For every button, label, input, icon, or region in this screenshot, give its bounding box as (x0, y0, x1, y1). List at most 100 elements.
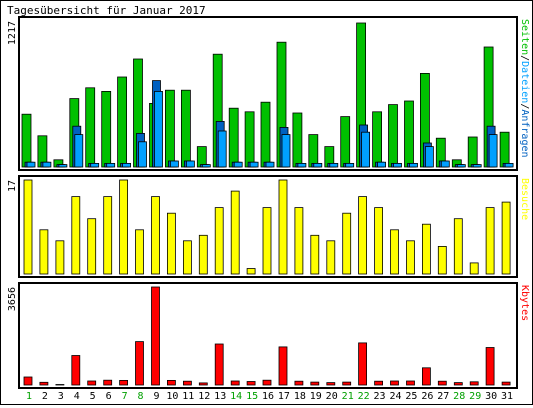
bar-besuche-day-27 (437, 245, 447, 275)
x-tick-label-day-7: 7 (122, 391, 128, 402)
bar-kbytes-day-7 (119, 379, 128, 386)
bar-dateien-day-26 (424, 146, 434, 168)
bar-kbytes-day-22 (358, 342, 368, 386)
bar-seiten-day-15 (244, 111, 255, 168)
x-tick-label-day-3: 3 (58, 391, 64, 402)
bar-dateien-day-20 (329, 162, 339, 168)
bar-kbytes-day-25 (406, 380, 415, 386)
bar-besuche-day-1 (23, 179, 33, 275)
bar-seiten-day-5 (85, 87, 96, 168)
x-tick-label-day-27: 27 (437, 391, 449, 402)
bar-besuche-day-2 (39, 229, 49, 275)
legend-item-kbytes: Kbytes (519, 285, 530, 321)
bar-dateien-day-21 (345, 162, 355, 168)
bar-kbytes-day-16 (262, 379, 272, 386)
panel-frame-kbytes (18, 282, 518, 389)
bar-dateien-day-10 (169, 160, 179, 168)
bar-dateien-day-27 (440, 160, 450, 168)
bar-seiten-day-12 (196, 146, 207, 168)
bar-dateien-day-6 (106, 162, 116, 168)
bar-besuche-day-11 (182, 240, 192, 275)
bar-kbytes-day-19 (310, 381, 320, 386)
y-max-label-kbytes: 3656 (7, 287, 18, 311)
bar-besuche-day-3 (55, 240, 65, 275)
bar-kbytes-day-20 (326, 382, 336, 386)
bar-besuche-day-13 (214, 207, 224, 275)
x-tick-label-day-29: 29 (469, 391, 481, 402)
x-tick-label-day-6: 6 (106, 391, 112, 402)
bar-dateien-day-22 (361, 131, 371, 168)
x-tick-label-day-25: 25 (405, 391, 417, 402)
bar-seiten-day-23 (372, 111, 383, 168)
bar-besuche-day-16 (262, 207, 272, 275)
legend-hits: Seiten/Dateien/Anfragen (519, 19, 530, 158)
x-tick-label-day-8: 8 (137, 391, 143, 402)
x-tick-label-day-31: 31 (501, 391, 513, 402)
x-tick-label-day-14: 14 (230, 391, 242, 402)
x-axis-day-labels: 1 2 3 4 5 6 7 8 9 10 11 12 13 14 15 16 17 18 19 20 21 22 23 24 2… (26, 391, 513, 402)
bar-kbytes-day-23 (374, 380, 384, 386)
bar-besuche-day-31 (501, 201, 511, 275)
panel-visits: 17 Besuche (7, 175, 530, 278)
legend-item-seiten: Seiten (519, 19, 530, 55)
bar-besuche-day-22 (358, 196, 368, 275)
bar-dateien-day-28 (456, 164, 466, 168)
x-tick-label-day-2: 2 (42, 391, 48, 402)
bar-kbytes-day-13 (214, 343, 224, 386)
bar-dateien-day-8 (138, 141, 147, 168)
x-tick-label-day-21: 21 (342, 391, 354, 402)
x-tick-label-day-24: 24 (389, 391, 401, 402)
x-tick-label-day-15: 15 (246, 391, 258, 402)
bar-kbytes-day-5 (87, 380, 97, 386)
bar-kbytes-day-21 (342, 381, 352, 386)
bar-dateien-day-1 (26, 161, 36, 168)
bar-besuche-day-10 (166, 212, 176, 275)
bar-seiten-day-10 (164, 89, 175, 168)
bar-dateien-day-19 (313, 162, 323, 168)
bar-kbytes-day-8 (135, 341, 144, 386)
bar-kbytes-day-9 (151, 286, 160, 386)
bar-besuche-day-8 (135, 229, 144, 275)
bar-kbytes-day-15 (246, 381, 256, 386)
bar-seiten-day-21 (340, 116, 351, 168)
legend-kbytes: Kbytes (519, 285, 530, 321)
x-tick-label-day-22: 22 (358, 391, 370, 402)
x-tick-label-day-18: 18 (294, 391, 306, 402)
legend-item-dateien: Dateien (519, 61, 530, 103)
x-tick-label-day-13: 13 (214, 391, 226, 402)
bar-dateien-day-31 (504, 162, 514, 168)
x-tick-label-day-11: 11 (182, 391, 194, 402)
bar-dateien-day-17 (281, 134, 291, 168)
panel-kbytes: 3656 Kbytes (7, 282, 530, 389)
x-tick-label-day-28: 28 (453, 391, 465, 402)
chart-title: Tagesübersicht für Januar 2017 (7, 4, 206, 17)
panel-hits: 1217 Seiten/Dateien/Anfragen (7, 16, 530, 171)
bar-besuche-day-5 (87, 218, 97, 275)
bar-kbytes-day-12 (198, 382, 208, 386)
bar-kbytes-day-26 (421, 367, 431, 386)
bar-seiten-day-24 (388, 104, 398, 168)
bar-kbytes-day-17 (278, 346, 288, 386)
bar-kbytes-day-27 (437, 380, 447, 386)
legend-separator: / (519, 55, 530, 61)
x-tick-label-day-17: 17 (278, 391, 290, 402)
bar-besuche-day-25 (406, 240, 415, 275)
bar-kbytes-day-24 (390, 380, 399, 386)
bar-seiten-day-16 (260, 101, 271, 168)
bar-seiten-day-1 (21, 113, 32, 168)
bar-dateien-day-11 (185, 160, 195, 168)
bar-besuche-day-9 (151, 196, 160, 275)
bar-seiten-day-25 (404, 100, 414, 168)
y-max-label-hits: 1217 (7, 21, 18, 45)
bar-dateien-day-13 (217, 130, 227, 168)
x-tick-label-day-9: 9 (153, 391, 159, 402)
bar-besuche-day-14 (230, 190, 240, 275)
x-tick-label-day-16: 16 (262, 391, 274, 402)
bar-seiten-day-11 (180, 89, 191, 168)
bar-besuche-day-18 (294, 207, 304, 275)
y-max-label-visits: 17 (7, 180, 18, 192)
bar-seiten-day-7 (117, 76, 127, 168)
